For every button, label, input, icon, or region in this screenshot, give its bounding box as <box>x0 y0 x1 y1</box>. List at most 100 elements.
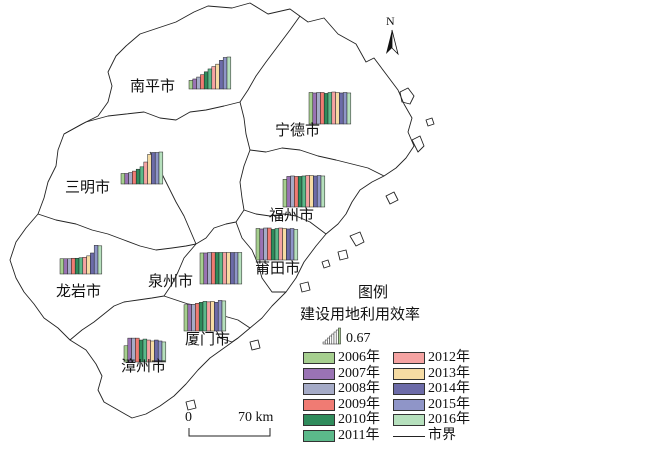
island <box>349 231 365 247</box>
bar-sanming-10 <box>158 151 164 185</box>
legend-item: 2010年 <box>303 412 380 428</box>
bar-fuzhou-7 <box>309 175 314 208</box>
bar-xiamen-8 <box>214 302 219 332</box>
island <box>411 135 425 153</box>
boundary-ningde-fuzhou <box>249 147 385 177</box>
bar-nanping-8 <box>219 60 224 90</box>
bar-sanming-8 <box>151 152 156 185</box>
scale-zero-label: 0 <box>185 410 192 425</box>
bar-nanping-4 <box>203 71 209 90</box>
bar-quanzhou-5 <box>218 252 224 285</box>
bar-putian-7 <box>282 228 287 261</box>
legend-item: 2013年 <box>393 366 470 382</box>
legend-scale-symbol <box>322 327 341 345</box>
bar-putian-0 <box>255 228 261 261</box>
bar-putian-1 <box>259 228 264 261</box>
legend-symbol-bar <box>329 335 333 345</box>
bar-quanzhou-10 <box>237 252 243 285</box>
legend-item: 2015年 <box>393 397 470 413</box>
bar-chart-zhangzhou <box>123 337 167 363</box>
bar-fuzhou-4 <box>297 176 303 208</box>
legend-scale-value: 0.67 <box>346 331 371 346</box>
legend-item-label: 2016年 <box>428 412 470 428</box>
bar-fuzhou-2 <box>290 175 295 208</box>
bar-fuzhou-3 <box>294 176 299 208</box>
scale-distance-label: 70 km <box>238 410 274 425</box>
legend-item: 2007年 <box>303 366 380 382</box>
legend-item: 2012年 <box>393 350 470 366</box>
bar-xiamen-10 <box>221 300 227 332</box>
legend-item: 2011年 <box>303 428 379 444</box>
bar-ningde-9 <box>342 92 348 125</box>
bar-xiamen-4 <box>198 302 204 332</box>
bar-quanzhou-7 <box>226 252 231 285</box>
city-label-zhangzhou: 漳州市 <box>121 359 167 375</box>
legend-swatch <box>393 383 425 396</box>
legend-item-label: 2013年 <box>428 365 470 381</box>
bar-ningde-6 <box>331 91 336 125</box>
legend-item: 2008年 <box>303 381 380 397</box>
bar-xiamen-9 <box>217 300 223 332</box>
bar-longyan-9 <box>93 245 99 275</box>
bar-chart-nanping <box>188 56 232 90</box>
bar-nanping-6 <box>211 66 216 90</box>
bar-nanping-2 <box>196 76 201 90</box>
bar-fuzhou-0 <box>282 179 288 208</box>
city-label-sanming: 三明市 <box>65 180 111 196</box>
bar-nanping-0 <box>188 80 194 90</box>
bar-chart-longyan <box>59 245 103 275</box>
bar-sanming-0 <box>120 173 126 185</box>
legend-symbol-bar <box>335 329 339 345</box>
bar-xiamen-2 <box>191 304 196 332</box>
bar-chart-quanzhou <box>199 252 243 285</box>
boundary-longyan-quanzhou <box>163 243 197 297</box>
bar-nanping-3 <box>200 74 205 90</box>
boundary-nanping-fuzhou <box>239 101 251 199</box>
boundary-sanming-longyan <box>37 213 197 251</box>
legend-item-label: 市界 <box>428 428 456 443</box>
boundary-fuzhou-quanzhou <box>195 197 245 245</box>
north-label: N <box>386 14 395 28</box>
legend-item-label: 2007年 <box>338 365 380 381</box>
island <box>399 87 415 105</box>
bar-ningde-1 <box>312 92 317 125</box>
bar-quanzhou-2 <box>207 252 212 285</box>
bar-sanming-1 <box>124 173 129 185</box>
boundary-putian-quanzhou <box>235 221 286 293</box>
legend-swatch <box>303 383 335 396</box>
bar-chart-ningde <box>308 91 352 125</box>
legend-item-label: 2015年 <box>428 396 470 412</box>
bar-putian-10 <box>293 229 299 261</box>
boundary-nanping-ningde <box>239 15 301 103</box>
legend-swatch <box>393 367 425 380</box>
bar-xiamen-3 <box>195 303 200 332</box>
legend-item-label: 2006年 <box>338 350 380 365</box>
city-label-longyan: 龙岩市 <box>56 284 102 300</box>
bar-sanming-4 <box>135 168 141 185</box>
legend-symbol-bar <box>324 339 328 345</box>
bar-ningde-2 <box>316 92 321 125</box>
bar-fuzhou-1 <box>286 176 291 208</box>
bar-longyan-2 <box>67 258 72 275</box>
bar-longyan-5 <box>78 257 84 275</box>
boundary-longyan-zhangzhou <box>69 295 165 341</box>
legend-swatch <box>393 352 425 364</box>
bar-longyan-8 <box>90 252 95 275</box>
bar-zhangzhou-10 <box>161 341 167 363</box>
bar-nanping-1 <box>192 78 197 90</box>
boundary-nanping-sanming <box>63 101 241 135</box>
legend-symbol-bar <box>327 337 330 345</box>
island <box>385 191 399 205</box>
bar-quanzhou-3 <box>211 252 216 285</box>
legend-symbol-bar <box>322 341 326 345</box>
legend-swatch <box>303 367 335 380</box>
legend-item-label: 2009年 <box>338 396 380 412</box>
bar-putian-5 <box>274 228 280 261</box>
city-label-ningde: 宁德市 <box>275 123 321 139</box>
boundary-line-swatch <box>393 435 425 437</box>
bar-chart-xiamen <box>183 300 227 332</box>
legend-item-label: 2008年 <box>338 381 380 397</box>
bar-chart-fuzhou <box>282 175 326 208</box>
bar-ningde-10 <box>346 92 352 125</box>
bar-longyan-0 <box>59 258 65 275</box>
